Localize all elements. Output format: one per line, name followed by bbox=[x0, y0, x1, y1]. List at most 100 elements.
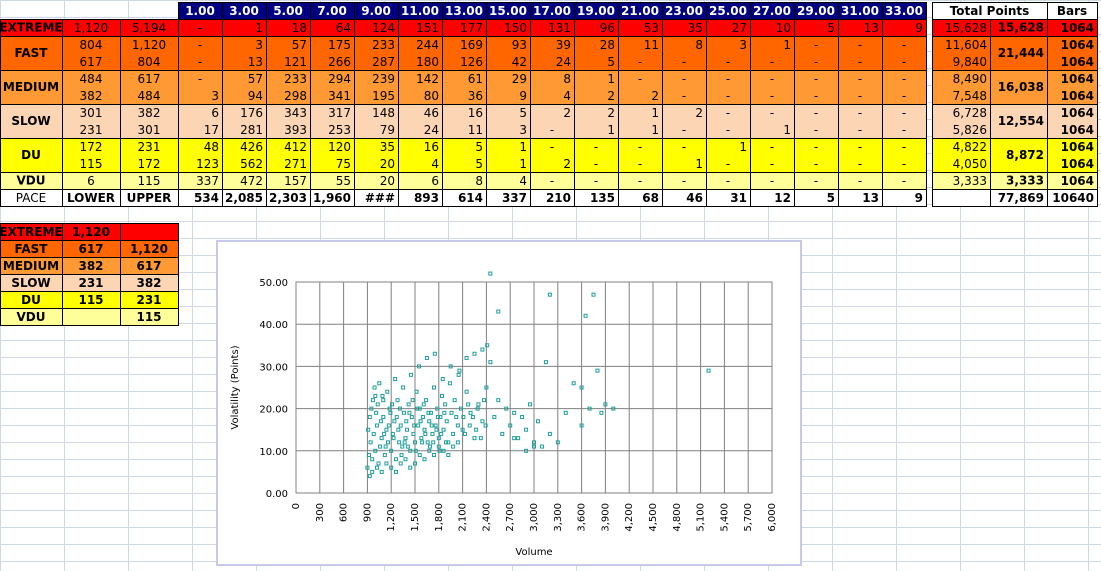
data-point bbox=[366, 427, 371, 432]
count-value: 175 bbox=[328, 38, 351, 52]
count-value: 148 bbox=[372, 106, 395, 120]
data-point bbox=[436, 415, 441, 420]
sum-value: 3,333 bbox=[1006, 174, 1044, 188]
data-point bbox=[452, 398, 457, 403]
pace-header-label: 29.00 bbox=[797, 4, 835, 18]
data-point bbox=[421, 402, 426, 407]
data-point bbox=[370, 469, 375, 474]
count-value: 2 bbox=[651, 89, 659, 103]
data-point bbox=[374, 465, 379, 470]
lower-value: 172 bbox=[80, 140, 103, 154]
total-points-value: 15,628 bbox=[945, 21, 987, 35]
data-point bbox=[377, 381, 382, 386]
legend-b-value: 382 bbox=[136, 276, 161, 290]
data-point bbox=[472, 351, 477, 356]
count-value: - bbox=[682, 89, 686, 103]
bars-header: Bars bbox=[1057, 4, 1087, 18]
count-value: - bbox=[550, 174, 554, 188]
count-value: - bbox=[814, 106, 818, 120]
x-tick-label: 6,000 bbox=[767, 503, 778, 532]
count-value: 35 bbox=[688, 21, 703, 35]
count-value: 4 bbox=[519, 174, 527, 188]
data-point bbox=[512, 410, 517, 415]
y-tick-label: 20.00 bbox=[259, 405, 288, 416]
legend-a-value: 115 bbox=[78, 293, 103, 307]
data-point bbox=[441, 448, 446, 453]
legend-label: SLOW bbox=[11, 276, 50, 290]
count-value: 1 bbox=[695, 157, 703, 171]
count-value: 4 bbox=[563, 89, 571, 103]
lower-value: 617 bbox=[80, 55, 103, 69]
bars-value: 1064 bbox=[1061, 123, 1094, 137]
pace-header-label: 3.00 bbox=[229, 4, 259, 18]
data-point bbox=[478, 436, 483, 441]
count-cell bbox=[794, 36, 839, 71]
data-point bbox=[504, 406, 509, 411]
lower-value: 301 bbox=[80, 106, 103, 120]
data-point bbox=[379, 469, 384, 474]
upper-cell bbox=[120, 36, 179, 71]
count-value: - bbox=[814, 174, 818, 188]
count-value: 393 bbox=[284, 123, 307, 137]
total-points-value: 7,548 bbox=[953, 89, 987, 103]
pace-bars-value: 10640 bbox=[1052, 191, 1094, 205]
bars-value: 1064 bbox=[1061, 72, 1094, 86]
count-value: - bbox=[638, 157, 642, 171]
count-cell bbox=[838, 36, 883, 71]
data-point bbox=[425, 440, 430, 445]
data-point bbox=[449, 410, 454, 415]
data-point bbox=[369, 406, 374, 411]
count-value: 16 bbox=[424, 140, 439, 154]
pace-header-label: 11.00 bbox=[401, 4, 439, 18]
data-point bbox=[405, 427, 410, 432]
data-point bbox=[411, 431, 416, 436]
row-label: EXTREME bbox=[0, 21, 63, 35]
data-point bbox=[391, 436, 396, 441]
data-point bbox=[528, 402, 533, 407]
x-tick-label: 3,600 bbox=[577, 503, 588, 532]
lower-cell bbox=[62, 138, 121, 173]
count-cell bbox=[574, 104, 619, 139]
count-value: 317 bbox=[328, 106, 351, 120]
count-value: 151 bbox=[416, 21, 439, 35]
count-value: - bbox=[858, 89, 862, 103]
count-value: - bbox=[638, 140, 642, 154]
pace-header-label: 19.00 bbox=[577, 4, 615, 18]
count-value: 3 bbox=[519, 123, 527, 137]
count-value: 121 bbox=[284, 55, 307, 69]
data-point bbox=[430, 431, 435, 436]
count-value: 8 bbox=[695, 38, 703, 52]
pace-header-label: 27.00 bbox=[753, 4, 791, 18]
data-point bbox=[456, 372, 461, 377]
scatter-chart[interactable]: 0 300 600 900 1,200 1,500 1,800 2,100 2,400 2,700… bbox=[216, 240, 802, 566]
count-value: 93 bbox=[512, 38, 527, 52]
scatter-plot: 0 300 600 900 1,200 1,500 1,800 2,100 2,400 2,700… bbox=[230, 271, 778, 558]
x-tick-label: 3,000 bbox=[529, 503, 540, 532]
count-value: 11 bbox=[644, 38, 659, 52]
pace-header-label: 25.00 bbox=[709, 4, 747, 18]
y-tick-label: 40.00 bbox=[259, 320, 288, 331]
bars-value: 1064 bbox=[1061, 174, 1094, 188]
sum-value: 15,628 bbox=[998, 21, 1044, 35]
data-point bbox=[404, 419, 409, 424]
data-point bbox=[516, 436, 521, 441]
count-cell bbox=[398, 138, 443, 173]
data-point bbox=[496, 309, 501, 314]
data-point bbox=[424, 398, 429, 403]
upper-value: 617 bbox=[138, 72, 161, 86]
upper-value: 382 bbox=[138, 106, 161, 120]
data-point bbox=[420, 440, 425, 445]
data-point bbox=[392, 419, 397, 424]
data-point bbox=[386, 440, 391, 445]
count-cell bbox=[530, 70, 575, 105]
count-value: 80 bbox=[424, 89, 439, 103]
count-value: 2 bbox=[563, 106, 571, 120]
data-point bbox=[444, 419, 449, 424]
data-table: 1.00 3.00 5.00 7.00 9.00 11.00 13.00 15.00 17.00… bbox=[0, 2, 1098, 326]
data-point bbox=[384, 427, 389, 432]
count-value: 13 bbox=[864, 21, 879, 35]
data-point bbox=[447, 381, 452, 386]
count-value: - bbox=[902, 55, 906, 69]
data-point bbox=[555, 440, 560, 445]
data-point bbox=[448, 364, 453, 369]
